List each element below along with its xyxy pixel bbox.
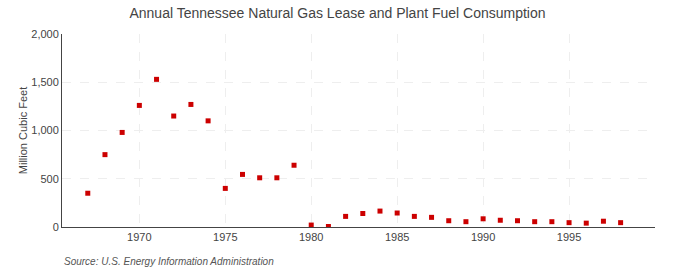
svg-text:1995: 1995 [557,231,581,243]
svg-text:1970: 1970 [127,231,151,243]
svg-text:Source: U.S. Energy Informatio: Source: U.S. Energy Information Administ… [64,256,274,267]
svg-text:500: 500 [40,173,58,185]
svg-text:Million Cubic Feet: Million Cubic Feet [17,87,29,174]
svg-text:Annual Tennessee Natural Gas L: Annual Tennessee Natural Gas Lease and P… [129,5,545,21]
svg-text:0: 0 [53,221,59,233]
svg-text:2,000: 2,000 [31,28,59,40]
svg-text:1980: 1980 [299,231,323,243]
svg-text:1975: 1975 [213,231,237,243]
svg-text:1990: 1990 [471,231,495,243]
svg-text:1985: 1985 [385,231,409,243]
svg-text:1,000: 1,000 [31,124,59,136]
svg-text:1,500: 1,500 [31,76,59,88]
